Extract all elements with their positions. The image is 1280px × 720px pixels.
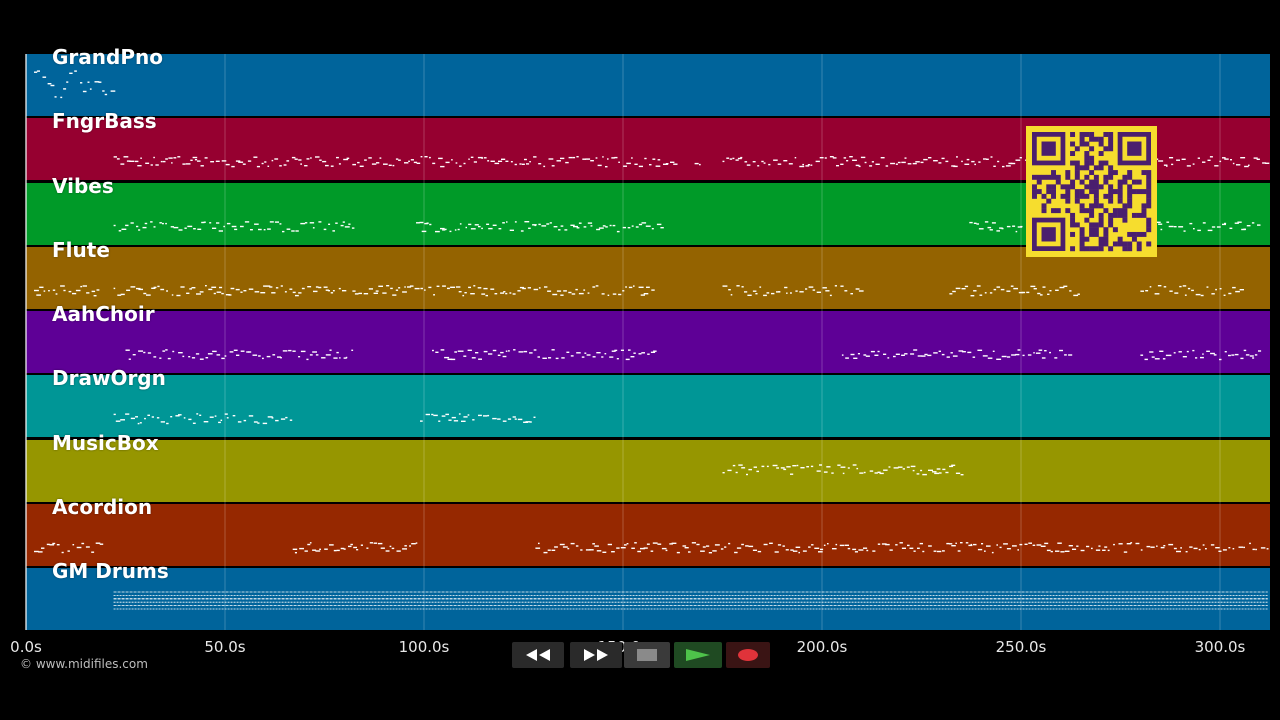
note-segment (352, 285, 655, 297)
track-label-flute: Flute (52, 238, 110, 262)
track-label-acordion: Acordion (52, 495, 153, 519)
time-tick-label: 300.0s (1194, 638, 1246, 656)
note-segment (841, 349, 1073, 360)
note-segment (722, 156, 1270, 168)
track-lane-aahchoir[interactable] (26, 311, 1270, 373)
transport-controls (510, 642, 770, 670)
note-segment (113, 413, 293, 425)
note-segment (694, 162, 701, 166)
note-segment (113, 591, 1268, 610)
qr-code[interactable] (1026, 126, 1157, 257)
fast-forward-button[interactable] (570, 642, 622, 668)
note-segment (535, 542, 1269, 554)
note-segment (113, 285, 347, 297)
record-button[interactable] (726, 642, 770, 668)
time-tick-label: 50.0s (204, 638, 246, 656)
rewind-button[interactable] (512, 642, 564, 668)
note-segment (34, 542, 104, 554)
track-label-aahchoir: AahChoir (52, 302, 155, 326)
note-segment (432, 349, 657, 361)
note-segment (1140, 221, 1261, 232)
note-layer-gmdrums (113, 591, 1268, 610)
note-segment (420, 413, 536, 423)
note-segment (416, 221, 664, 233)
time-tick-label: 100.0s (398, 638, 450, 656)
track-label-fngrbass: FngrBass (52, 109, 157, 133)
stop-icon (637, 649, 657, 661)
note-layer-vibes (113, 221, 1261, 233)
track-lane-flute[interactable] (26, 247, 1270, 309)
track-lane-draworgn[interactable] (26, 375, 1270, 437)
stop-button[interactable] (624, 642, 670, 668)
note-layer-aahchoir (125, 349, 1262, 361)
note-segment (34, 285, 100, 297)
track-label-draworgn: DrawOrgn (52, 366, 166, 390)
track-label-musicbox: MusicBox (52, 431, 159, 455)
fast-forward-icon (584, 649, 608, 661)
note-segment (949, 285, 1080, 297)
note-layer-acordion (34, 542, 1269, 554)
play-icon (686, 649, 710, 661)
note-layer-draworgn (113, 413, 536, 425)
note-segment (1140, 349, 1262, 361)
note-segment (722, 464, 964, 476)
time-tick-label: 0.0s (10, 638, 42, 656)
note-segment (292, 542, 418, 554)
note-layer-grandpno (34, 70, 116, 99)
rewind-icon (526, 649, 550, 661)
track-lane-acordion[interactable] (26, 504, 1270, 566)
copyright-text: © www.midifiles.com (20, 657, 148, 671)
play-button[interactable] (674, 642, 722, 668)
note-segment (969, 221, 1023, 233)
track-lane-gmdrums[interactable] (26, 568, 1270, 630)
note-segment (125, 349, 354, 361)
track-label-grandpno: GrandPno (52, 45, 163, 69)
note-layer-flute (34, 285, 1244, 297)
time-tick-label: 200.0s (796, 638, 848, 656)
note-segment (113, 156, 678, 168)
track-lane-musicbox[interactable] (26, 440, 1270, 502)
note-segment (34, 70, 116, 99)
note-segment (113, 221, 355, 233)
note-segment (722, 285, 864, 297)
track-label-gmdrums: GM Drums (52, 559, 169, 583)
note-segment (1140, 285, 1244, 297)
time-tick-label: 250.0s (995, 638, 1047, 656)
note-layer-musicbox (722, 464, 964, 476)
track-lane-grandpno[interactable] (26, 54, 1270, 116)
track-label-vibes: Vibes (52, 174, 114, 198)
record-icon (738, 649, 758, 661)
